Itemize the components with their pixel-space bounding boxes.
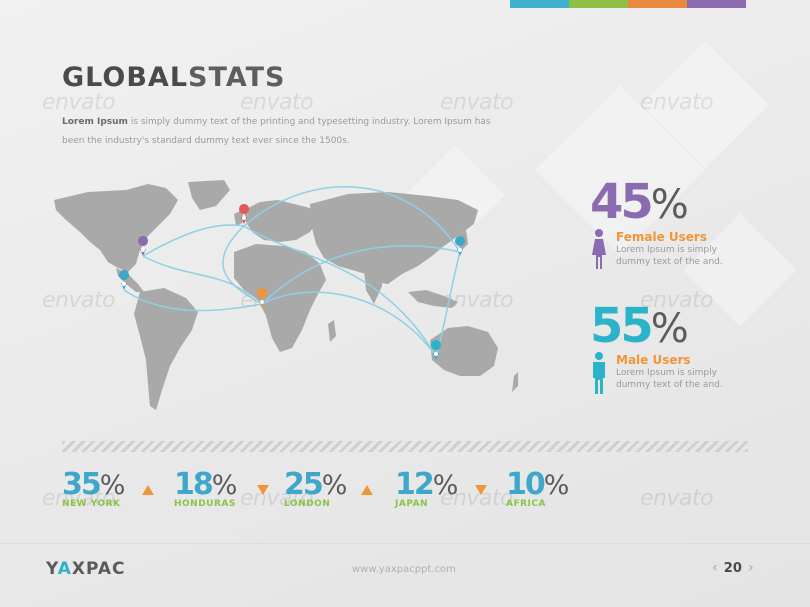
route: [222, 225, 263, 305]
top-bar-segment: [510, 0, 569, 8]
new-zealand: [512, 372, 518, 392]
watermark: envato: [42, 288, 116, 313]
triangle-up-icon: [142, 485, 154, 495]
europe: [244, 200, 318, 242]
city-name: AFRICA: [506, 499, 546, 509]
city-value: 18%: [174, 467, 238, 502]
female-value: 45: [590, 174, 654, 230]
triangle-up-icon: [361, 485, 373, 495]
triangle-down-icon: [257, 485, 269, 495]
female-pct-sign: %: [650, 182, 689, 228]
se-asia: [408, 290, 458, 308]
chevron-right-icon[interactable]: ›: [747, 560, 754, 576]
male-icon: [593, 352, 605, 394]
watermark: envato: [42, 90, 116, 115]
map-pin-icon: [455, 236, 466, 256]
watermark: envato: [640, 486, 714, 511]
top-bar-segment: [687, 0, 746, 8]
route: [261, 291, 437, 357]
female-icon: [592, 229, 606, 269]
south-america: [134, 288, 198, 410]
city-stat: 12% JAPAN: [395, 467, 459, 510]
city-stat: 35% NEW YORK: [62, 467, 126, 510]
australia: [430, 326, 498, 376]
central-america: [116, 268, 144, 292]
asia: [310, 192, 478, 284]
female-desc: Lorem Ipsum is simply dummy text of the …: [616, 245, 723, 267]
map-pin-icon: [431, 340, 442, 360]
page-number: 20: [723, 560, 742, 576]
male-pct-sign: %: [650, 306, 689, 352]
route: [243, 225, 437, 357]
watermark: envato: [440, 90, 514, 115]
watermark: envato: [640, 90, 714, 115]
route: [142, 255, 257, 303]
city-name: HONDURAS: [174, 499, 236, 509]
watermark: envato: [42, 486, 116, 511]
male-desc: Lorem Ipsum is simply dummy text of the …: [616, 368, 723, 390]
city-name: JAPAN: [395, 499, 429, 509]
city-stat: 25% LONDON: [284, 467, 348, 510]
madagascar: [328, 320, 336, 342]
route: [261, 245, 461, 305]
city-name: LONDON: [284, 499, 331, 509]
map-pin-icon: [119, 270, 130, 290]
watermark: envato: [240, 90, 314, 115]
male-value: 55: [590, 298, 654, 354]
top-color-bar: [510, 0, 746, 8]
intro-text: is simply dummy text of the printing and…: [62, 117, 491, 146]
uk: [234, 210, 244, 226]
city-value: 12%: [395, 467, 459, 502]
city-value: 25%: [284, 467, 348, 502]
male-label: Male Users: [616, 353, 691, 367]
footer-divider: [0, 543, 810, 544]
route: [123, 289, 263, 312]
triangle-down-icon: [475, 485, 487, 495]
map-pins: [119, 204, 466, 360]
routes: [123, 186, 461, 357]
watermark: envato: [640, 288, 714, 313]
female-label: Female Users: [616, 230, 707, 244]
route: [142, 224, 245, 257]
footer-url[interactable]: www.yaxpacppt.com: [352, 564, 456, 575]
city-stat: 18% HONDURAS: [174, 467, 238, 510]
watermark: envato: [240, 486, 314, 511]
city-name: NEW YORK: [62, 499, 121, 509]
intro-paragraph: Lorem Ipsum is simply dummy text of the …: [62, 113, 512, 151]
female-percent: 45%: [590, 178, 689, 226]
brand-logo: YAXPAC: [46, 559, 126, 579]
map-pin-icon: [138, 236, 149, 256]
pager: ‹ 20 ›: [712, 560, 754, 576]
title-light: STATS: [188, 62, 286, 93]
africa: [234, 244, 326, 352]
male-percent: 55%: [590, 302, 689, 350]
city-value: 10%: [506, 467, 570, 502]
city-stat: 10% AFRICA: [506, 467, 570, 510]
top-bar-segment: [569, 0, 628, 8]
map-pin-icon: [239, 204, 250, 224]
greenland: [188, 180, 230, 210]
world-map: [54, 180, 518, 410]
striped-divider: [62, 441, 748, 452]
title-bold: GLOBAL: [62, 62, 189, 93]
route: [243, 186, 461, 253]
chevron-left-icon[interactable]: ‹: [712, 560, 718, 576]
city-value: 35%: [62, 467, 126, 502]
top-bar-segment: [628, 0, 687, 8]
intro-bold: Lorem Ipsum: [62, 117, 128, 127]
north-america: [54, 184, 178, 272]
page-title: GLOBALSTATS: [62, 62, 285, 93]
map-pin-icon: [257, 288, 268, 308]
